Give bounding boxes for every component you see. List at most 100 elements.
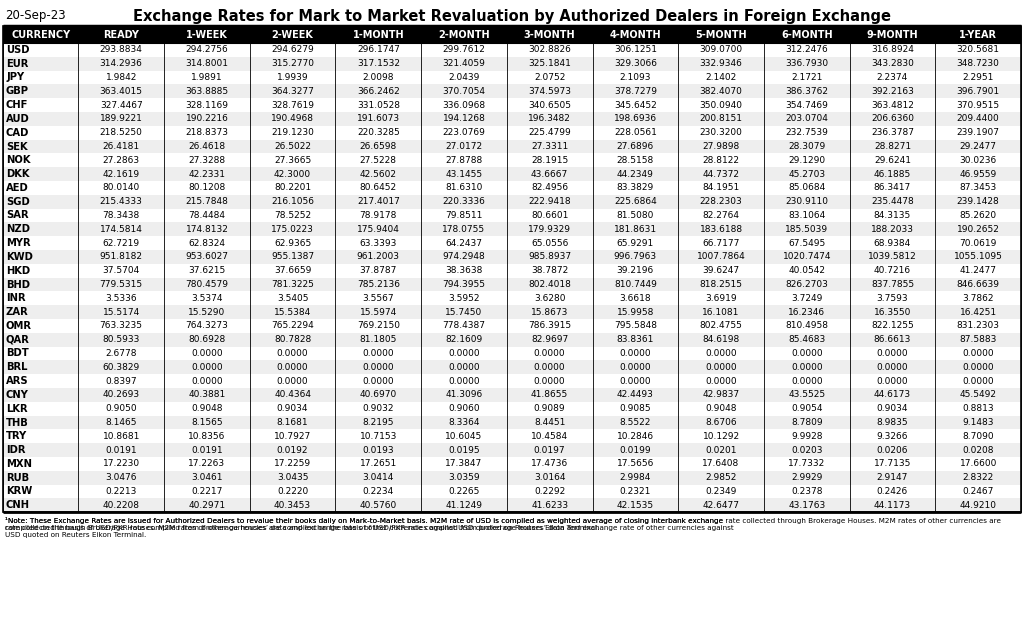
Bar bbox=[3, 195, 1021, 209]
Text: 82.9697: 82.9697 bbox=[531, 335, 568, 344]
Text: 3.6618: 3.6618 bbox=[620, 294, 651, 302]
Text: 190.4968: 190.4968 bbox=[271, 114, 314, 123]
Text: 215.4333: 215.4333 bbox=[99, 198, 142, 206]
Text: 174.8132: 174.8132 bbox=[185, 225, 228, 234]
Text: 0.0000: 0.0000 bbox=[791, 377, 822, 386]
Text: 17.4736: 17.4736 bbox=[531, 459, 568, 468]
Text: 44.7372: 44.7372 bbox=[702, 169, 739, 179]
Text: 10.7927: 10.7927 bbox=[274, 432, 311, 441]
Text: 0.0000: 0.0000 bbox=[791, 362, 822, 372]
Text: 0.0000: 0.0000 bbox=[791, 349, 822, 358]
Text: 2.6778: 2.6778 bbox=[105, 349, 137, 358]
Text: 328.1169: 328.1169 bbox=[185, 101, 228, 109]
Text: 3.7249: 3.7249 bbox=[792, 294, 822, 302]
Text: 0.0000: 0.0000 bbox=[449, 362, 480, 372]
Text: 28.8271: 28.8271 bbox=[873, 142, 911, 151]
Text: 62.9365: 62.9365 bbox=[274, 239, 311, 248]
Bar bbox=[3, 305, 1021, 319]
Text: 230.9110: 230.9110 bbox=[785, 198, 828, 206]
Text: 765.2294: 765.2294 bbox=[271, 321, 314, 331]
Text: 378.7279: 378.7279 bbox=[613, 87, 656, 96]
Text: 2.2374: 2.2374 bbox=[877, 73, 908, 82]
Text: 328.7619: 328.7619 bbox=[271, 101, 314, 109]
Text: 40.0542: 40.0542 bbox=[788, 266, 825, 275]
Text: 2.1402: 2.1402 bbox=[706, 73, 736, 82]
Text: 0.9034: 0.9034 bbox=[877, 404, 908, 413]
Text: 217.4017: 217.4017 bbox=[356, 198, 399, 206]
Text: 28.5158: 28.5158 bbox=[616, 156, 654, 165]
Text: 80.7828: 80.7828 bbox=[274, 335, 311, 344]
Text: 44.9210: 44.9210 bbox=[959, 501, 996, 510]
Text: 41.8655: 41.8655 bbox=[531, 391, 568, 399]
Text: 0.0000: 0.0000 bbox=[534, 377, 565, 386]
Text: EUR: EUR bbox=[6, 59, 29, 69]
Text: 996.7963: 996.7963 bbox=[613, 253, 657, 261]
Text: 818.2515: 818.2515 bbox=[699, 280, 742, 289]
Text: 42.9837: 42.9837 bbox=[702, 391, 739, 399]
Text: ¹Note: These Exchange Rates are issued for Authorized Dealers to revalue their b: ¹Note: These Exchange Rates are issued f… bbox=[5, 518, 723, 524]
Text: 9.3266: 9.3266 bbox=[877, 432, 908, 441]
Text: 223.0769: 223.0769 bbox=[442, 128, 485, 138]
Bar bbox=[3, 153, 1021, 168]
Bar bbox=[3, 291, 1021, 305]
Text: LKR: LKR bbox=[6, 404, 28, 414]
Text: 0.9054: 0.9054 bbox=[791, 404, 822, 413]
Text: 42.1619: 42.1619 bbox=[102, 169, 140, 179]
Text: 38.7872: 38.7872 bbox=[531, 266, 568, 275]
Text: 0.2234: 0.2234 bbox=[362, 487, 394, 496]
Bar bbox=[3, 264, 1021, 278]
Text: 810.7449: 810.7449 bbox=[614, 280, 656, 289]
Text: 312.2476: 312.2476 bbox=[785, 46, 828, 54]
Text: 78.9178: 78.9178 bbox=[359, 211, 397, 220]
Bar bbox=[3, 209, 1021, 222]
Text: 802.4755: 802.4755 bbox=[699, 321, 742, 331]
Bar bbox=[3, 319, 1021, 332]
Text: 1.9939: 1.9939 bbox=[276, 73, 308, 82]
Text: 8.9835: 8.9835 bbox=[877, 418, 908, 427]
Text: 9-MONTH: 9-MONTH bbox=[866, 29, 919, 39]
Text: 1-WEEK: 1-WEEK bbox=[186, 29, 228, 39]
Text: 29.6241: 29.6241 bbox=[873, 156, 911, 165]
Text: READY: READY bbox=[103, 29, 139, 39]
Text: 837.7855: 837.7855 bbox=[870, 280, 914, 289]
Text: 194.1268: 194.1268 bbox=[442, 114, 485, 123]
Text: 181.8631: 181.8631 bbox=[613, 225, 657, 234]
Text: BDT: BDT bbox=[6, 349, 29, 359]
Text: 0.0193: 0.0193 bbox=[362, 446, 394, 454]
Text: 0.0199: 0.0199 bbox=[620, 446, 651, 454]
Text: 0.0000: 0.0000 bbox=[276, 349, 308, 358]
Text: 0.0000: 0.0000 bbox=[963, 377, 994, 386]
Text: 209.4400: 209.4400 bbox=[956, 114, 999, 123]
Bar bbox=[3, 112, 1021, 126]
Text: 0.0192: 0.0192 bbox=[276, 446, 308, 454]
Text: 60.3829: 60.3829 bbox=[102, 362, 140, 372]
Text: RUB: RUB bbox=[6, 472, 29, 482]
Text: 189.9221: 189.9221 bbox=[99, 114, 142, 123]
Text: 218.8373: 218.8373 bbox=[185, 128, 228, 138]
Text: 332.9346: 332.9346 bbox=[699, 59, 742, 68]
Text: 2.9984: 2.9984 bbox=[620, 473, 651, 482]
Text: 41.6233: 41.6233 bbox=[531, 501, 568, 510]
Text: 44.1173: 44.1173 bbox=[873, 501, 911, 510]
Text: OMR: OMR bbox=[6, 321, 32, 331]
Text: 178.0755: 178.0755 bbox=[442, 225, 485, 234]
Text: 236.3787: 236.3787 bbox=[871, 128, 914, 138]
Text: 3.5567: 3.5567 bbox=[362, 294, 394, 302]
Text: 2.1721: 2.1721 bbox=[792, 73, 822, 82]
Text: 86.6613: 86.6613 bbox=[873, 335, 911, 344]
Text: 0.0000: 0.0000 bbox=[963, 362, 994, 372]
Text: 0.0000: 0.0000 bbox=[449, 377, 480, 386]
Text: 785.2136: 785.2136 bbox=[356, 280, 399, 289]
Bar bbox=[3, 471, 1021, 484]
Text: CNY: CNY bbox=[6, 390, 29, 400]
Text: SGD: SGD bbox=[6, 197, 30, 207]
Text: 37.5704: 37.5704 bbox=[102, 266, 140, 275]
Text: 3.0461: 3.0461 bbox=[191, 473, 222, 482]
Text: 27.3311: 27.3311 bbox=[531, 142, 568, 151]
Text: 306.1251: 306.1251 bbox=[613, 46, 656, 54]
Text: 39.2196: 39.2196 bbox=[616, 266, 654, 275]
Text: 225.4799: 225.4799 bbox=[528, 128, 571, 138]
Text: 83.3829: 83.3829 bbox=[616, 183, 654, 192]
Bar bbox=[3, 84, 1021, 98]
Text: 43.5525: 43.5525 bbox=[788, 391, 825, 399]
